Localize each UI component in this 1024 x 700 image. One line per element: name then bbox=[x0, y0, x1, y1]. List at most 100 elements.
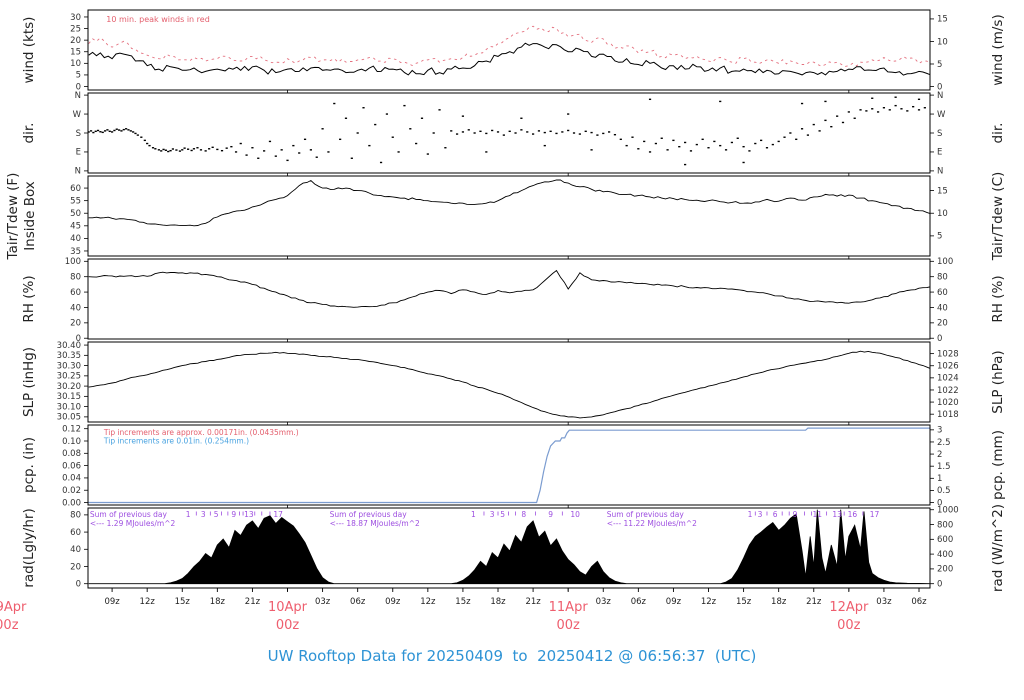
axis-label-left-wind: wind (kts) bbox=[21, 17, 37, 84]
y-tick-label: 40 bbox=[70, 303, 81, 313]
axis-label-right-pcp: pcp. (mm) bbox=[990, 430, 1006, 500]
y-tick-label-right: 1026 bbox=[937, 362, 959, 372]
panel-border-rh bbox=[87, 258, 931, 340]
x-tick-label: 06z bbox=[631, 597, 647, 607]
y-tick-label-right: 10 bbox=[937, 209, 948, 219]
y-tick-label: S bbox=[76, 129, 81, 139]
y-tick-label: 10 bbox=[70, 59, 81, 69]
panel-temperature: 35 40 45 50 55 60 5 10 15 Tair/Tdew (F) Inside Box… bbox=[5, 172, 1006, 262]
y-tick-label-right: 0 bbox=[937, 82, 942, 92]
panel-pcp: 0.00 0.02 0.04 0.06 0.08 0.10 0.12 0 0.5 1 1.5 2 2.5… bbox=[21, 424, 1006, 508]
y-tick-label: 20 bbox=[70, 36, 81, 46]
y-tick-label-right: 40 bbox=[937, 303, 948, 313]
y-tick-label-right: 0 bbox=[937, 579, 942, 589]
series-wind-avg bbox=[88, 42, 930, 76]
y-tick-label: 30.05 bbox=[57, 413, 81, 423]
svg-text:17: 17 bbox=[273, 510, 283, 519]
y-tick-label-right: 20 bbox=[937, 319, 948, 329]
y-tick-label-right: 1.5 bbox=[937, 462, 951, 472]
x-date-time-label: 00z bbox=[556, 618, 580, 633]
x-tick-label: 03z bbox=[315, 597, 331, 607]
y-tick-label: 30.10 bbox=[57, 402, 81, 412]
y-tick-label-right: 1 bbox=[937, 474, 942, 484]
x-tick-label: 21z bbox=[525, 597, 541, 607]
svg-text:8: 8 bbox=[521, 510, 526, 519]
svg-text:1: 1 bbox=[748, 510, 753, 519]
panel-border-slp bbox=[87, 341, 931, 423]
svg-text:9: 9 bbox=[793, 510, 798, 519]
y-tick-label: 30 bbox=[70, 13, 81, 23]
svg-text:9: 9 bbox=[231, 510, 236, 519]
y-tick-label: 30.15 bbox=[57, 392, 81, 402]
axis-label-left-rh: RH (%) bbox=[21, 275, 37, 322]
axis-label-right-rad: rad (W/m^2) bbox=[990, 504, 1006, 592]
y-tick-label: 60 bbox=[70, 184, 81, 194]
y-tick-label-right: 0 bbox=[937, 498, 942, 508]
axis-label-left-rad: rad(Lgly/hr) bbox=[21, 508, 37, 587]
svg-text:1: 1 bbox=[471, 510, 476, 519]
panel-rh: 0 20 40 60 80 100 0 20 40 60 80 100 RH (%) RH (%) bbox=[21, 257, 1006, 344]
svg-text:13: 13 bbox=[832, 510, 842, 519]
axis-label-left-slp: SLP (inHg) bbox=[21, 347, 37, 417]
series-sea-level-pressure bbox=[88, 350, 930, 419]
y-tick-label-right: 3 bbox=[937, 426, 942, 436]
y-tick-label-right: 400 bbox=[937, 550, 953, 560]
svg-text:10: 10 bbox=[570, 510, 580, 519]
y-tick-label: 50 bbox=[70, 209, 81, 219]
x-tick-label: 15z bbox=[175, 597, 191, 607]
axis-label-left-temperature: Inside Box bbox=[22, 181, 38, 251]
y-tick-label-right: 10 bbox=[937, 37, 948, 47]
y-tick-label-right: 2 bbox=[937, 450, 942, 460]
x-tick-label: 09z bbox=[104, 597, 120, 607]
x-tick-label: 18z bbox=[490, 597, 506, 607]
y-tick-label-right: W bbox=[937, 110, 946, 120]
panel-border-rad bbox=[87, 507, 931, 589]
x-tick-label: 03z bbox=[596, 597, 612, 607]
x-date-time-label: 00z bbox=[0, 618, 19, 633]
svg-text:5: 5 bbox=[500, 510, 505, 519]
annotation-text: <--- 1.29 MJoules/m^2 bbox=[90, 519, 176, 528]
y-tick-label-right: 80 bbox=[937, 272, 948, 282]
y-tick-label-right: 60 bbox=[937, 288, 948, 298]
axis-label-right-temperature: Tair/Tdew (C) bbox=[990, 172, 1006, 262]
svg-text:3: 3 bbox=[758, 510, 763, 519]
y-tick-label: 80 bbox=[70, 272, 81, 282]
x-tick-label: 06z bbox=[911, 597, 927, 607]
y-tick-label: E bbox=[76, 148, 81, 158]
y-tick-label-right: S bbox=[937, 129, 942, 139]
y-tick-label: 40 bbox=[70, 234, 81, 244]
svg-text:1: 1 bbox=[186, 510, 191, 519]
panel-border-pcp bbox=[87, 424, 931, 506]
y-tick-label: 0 bbox=[76, 82, 81, 92]
y-tick-label: N bbox=[75, 167, 81, 177]
y-tick-label: 60 bbox=[70, 528, 81, 538]
axis-label-right-slp: SLP (hPa) bbox=[990, 350, 1006, 413]
y-tick-label-right: 1018 bbox=[937, 410, 959, 420]
x-date-label: 09Apr bbox=[0, 600, 27, 615]
y-tick-label-right: 1028 bbox=[937, 349, 959, 359]
svg-text:16: 16 bbox=[848, 510, 858, 519]
annotation-text: Tip increments are approx. 0.00171in. (0… bbox=[103, 428, 299, 437]
y-tick-label-right: 800 bbox=[937, 520, 953, 530]
figure-title: UW Rooftop Data for 20250409 to 20250412… bbox=[267, 647, 757, 665]
y-tick-label-right: 1000 bbox=[937, 506, 959, 516]
panel-border-wind bbox=[87, 9, 931, 91]
x-tick-label: 09z bbox=[385, 597, 401, 607]
y-tick-label-right: N bbox=[937, 91, 943, 101]
axis-label-left-temperature: Tair/Tdew (F) bbox=[5, 173, 21, 261]
y-tick-label: 20 bbox=[70, 319, 81, 329]
x-tick-label: 21z bbox=[806, 597, 822, 607]
y-tick-label: 0.02 bbox=[62, 486, 81, 496]
series-wind-peak-10min bbox=[88, 25, 930, 67]
axis-label-right-dir: dir. bbox=[990, 123, 1006, 144]
annotation-text: Sum of previous day bbox=[607, 510, 685, 519]
x-tick-label: 12z bbox=[420, 597, 436, 607]
panel-border-temperature bbox=[87, 175, 931, 257]
cumulative-mjoules-day2: 1 3 5 8 9 10 bbox=[471, 510, 580, 519]
axis-label-right-wind: wind (m/s) bbox=[990, 14, 1006, 85]
x-tick-label: 18z bbox=[210, 597, 226, 607]
annotation-text: <--- 11.22 MJoules/m^2 bbox=[607, 519, 697, 528]
